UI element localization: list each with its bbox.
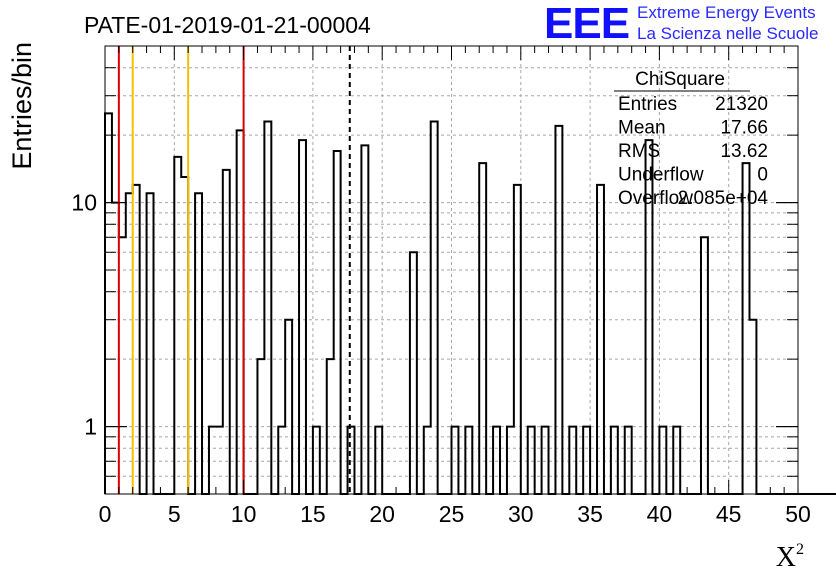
stats-value: 17.66 [720, 118, 768, 139]
stats-label: Overflow [618, 188, 693, 209]
x-tick-label: 15 [300, 501, 326, 527]
x-tick-label: 45 [716, 501, 742, 527]
x-tick-label: 40 [647, 501, 673, 527]
logo-line-1: Extreme Energy Events [637, 3, 816, 22]
grid-lines [105, 46, 798, 494]
x-axis-label: X2 [776, 541, 804, 572]
chart-title: PATE-01-2019-01-21-00004 [84, 12, 371, 38]
stats-value: 0 [757, 165, 768, 186]
stats-title: ChiSquare [635, 69, 725, 90]
x-tick-label: 25 [439, 501, 465, 527]
stats-label: RMS [618, 141, 660, 162]
x-tick-label: 35 [577, 501, 603, 527]
x-tick-label: 10 [231, 501, 257, 527]
x-tick-label: 5 [168, 501, 181, 527]
y-axis-label: Entries/bin [7, 42, 37, 170]
stats-value: 21320 [715, 94, 768, 115]
stats-label: Entries [618, 94, 677, 115]
y-tick-label: 1 [84, 414, 97, 440]
x-tick-label: 30 [508, 501, 534, 527]
stats-value: 13.62 [720, 141, 768, 162]
x-tick-label: 0 [99, 501, 112, 527]
x-tick-label: 20 [369, 501, 395, 527]
logo-line-2: La Scienza nelle Scuole [637, 24, 819, 43]
stats-label: Mean [618, 118, 666, 139]
x-tick-label: 50 [785, 501, 811, 527]
stats-value: 2.085e+04 [678, 188, 769, 209]
eee-logo-icon: EEE [544, 0, 630, 48]
stats-label: Underflow [618, 165, 704, 186]
y-tick-label: 10 [71, 190, 97, 216]
